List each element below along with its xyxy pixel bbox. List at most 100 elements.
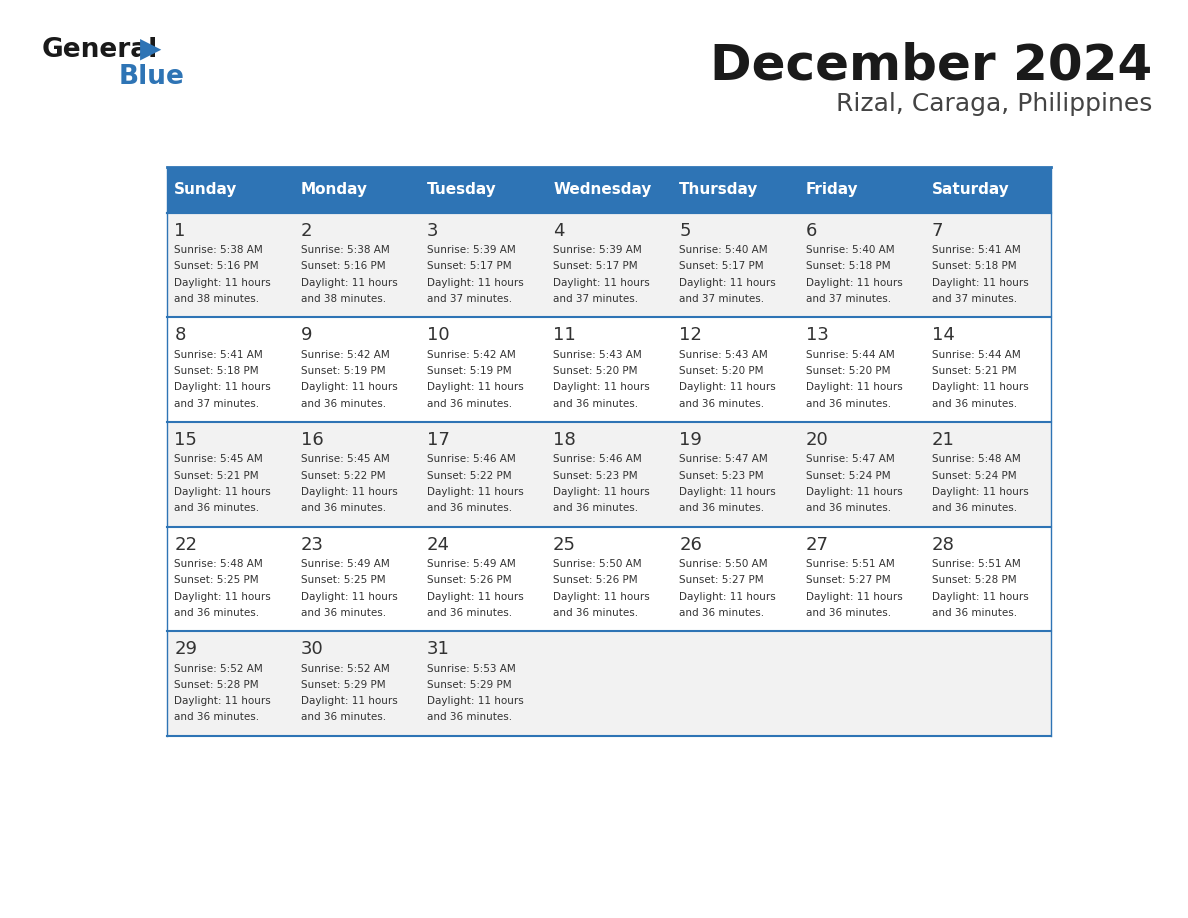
Text: and 37 minutes.: and 37 minutes. (175, 398, 259, 409)
Text: Daylight: 11 hours: Daylight: 11 hours (175, 591, 271, 601)
Text: Sunset: 5:26 PM: Sunset: 5:26 PM (426, 576, 512, 586)
Text: Sunrise: 5:49 AM: Sunrise: 5:49 AM (301, 559, 390, 569)
Text: Daylight: 11 hours: Daylight: 11 hours (805, 277, 903, 287)
Text: Blue: Blue (119, 64, 184, 90)
Text: and 37 minutes.: and 37 minutes. (805, 294, 891, 304)
Text: Daylight: 11 hours: Daylight: 11 hours (680, 277, 776, 287)
Bar (419, 318, 545, 422)
Text: Daylight: 11 hours: Daylight: 11 hours (931, 591, 1029, 601)
Bar (672, 631, 798, 735)
Text: and 37 minutes.: and 37 minutes. (426, 294, 512, 304)
Text: 6: 6 (805, 222, 817, 240)
Bar (166, 527, 293, 631)
Text: Sunset: 5:22 PM: Sunset: 5:22 PM (426, 471, 512, 481)
Text: Daylight: 11 hours: Daylight: 11 hours (175, 382, 271, 392)
Bar (293, 318, 419, 422)
Text: 25: 25 (554, 536, 576, 554)
Text: and 36 minutes.: and 36 minutes. (554, 398, 638, 409)
Text: 15: 15 (175, 431, 197, 449)
Bar (924, 213, 1051, 318)
Text: Sunset: 5:28 PM: Sunset: 5:28 PM (175, 680, 259, 690)
Text: and 36 minutes.: and 36 minutes. (931, 398, 1017, 409)
Bar (672, 213, 798, 318)
Text: Sunset: 5:23 PM: Sunset: 5:23 PM (680, 471, 764, 481)
Text: and 36 minutes.: and 36 minutes. (426, 712, 512, 722)
Text: and 36 minutes.: and 36 minutes. (426, 503, 512, 513)
Text: Sunrise: 5:43 AM: Sunrise: 5:43 AM (680, 350, 769, 360)
Text: Sunset: 5:18 PM: Sunset: 5:18 PM (931, 262, 1017, 272)
Text: and 37 minutes.: and 37 minutes. (554, 294, 638, 304)
Bar (419, 167, 545, 213)
Text: Sunset: 5:25 PM: Sunset: 5:25 PM (175, 576, 259, 586)
Text: Sunrise: 5:38 AM: Sunrise: 5:38 AM (175, 245, 263, 255)
Text: Sunset: 5:17 PM: Sunset: 5:17 PM (554, 262, 638, 272)
Text: and 36 minutes.: and 36 minutes. (301, 503, 386, 513)
Text: 10: 10 (426, 327, 449, 344)
Text: 8: 8 (175, 327, 185, 344)
Text: Sunrise: 5:46 AM: Sunrise: 5:46 AM (426, 454, 516, 465)
Text: Sunday: Sunday (175, 182, 238, 197)
Text: Sunset: 5:29 PM: Sunset: 5:29 PM (426, 680, 512, 690)
Text: Friday: Friday (805, 182, 858, 197)
Text: Daylight: 11 hours: Daylight: 11 hours (301, 277, 397, 287)
Text: Sunrise: 5:39 AM: Sunrise: 5:39 AM (426, 245, 516, 255)
Text: Daylight: 11 hours: Daylight: 11 hours (554, 487, 650, 497)
Text: Daylight: 11 hours: Daylight: 11 hours (680, 382, 776, 392)
Text: Sunset: 5:29 PM: Sunset: 5:29 PM (301, 680, 385, 690)
Text: Sunrise: 5:41 AM: Sunrise: 5:41 AM (175, 350, 263, 360)
Bar (166, 318, 293, 422)
Text: Sunset: 5:26 PM: Sunset: 5:26 PM (554, 576, 638, 586)
Text: 13: 13 (805, 327, 828, 344)
Bar (293, 631, 419, 735)
Text: Sunset: 5:24 PM: Sunset: 5:24 PM (931, 471, 1017, 481)
Bar (545, 167, 672, 213)
Text: 31: 31 (426, 641, 450, 658)
Text: 22: 22 (175, 536, 197, 554)
Text: Sunset: 5:27 PM: Sunset: 5:27 PM (680, 576, 764, 586)
Text: Thursday: Thursday (680, 182, 759, 197)
Text: Sunset: 5:25 PM: Sunset: 5:25 PM (301, 576, 385, 586)
Text: 20: 20 (805, 431, 828, 449)
Text: 11: 11 (554, 327, 576, 344)
Text: 16: 16 (301, 431, 323, 449)
Text: Daylight: 11 hours: Daylight: 11 hours (301, 382, 397, 392)
Bar (166, 631, 293, 735)
Text: Daylight: 11 hours: Daylight: 11 hours (680, 591, 776, 601)
Text: 14: 14 (931, 327, 955, 344)
Bar (419, 422, 545, 527)
Text: Sunset: 5:19 PM: Sunset: 5:19 PM (426, 366, 512, 376)
Text: Sunrise: 5:48 AM: Sunrise: 5:48 AM (175, 559, 263, 569)
Text: 24: 24 (426, 536, 450, 554)
Text: Daylight: 11 hours: Daylight: 11 hours (426, 487, 524, 497)
Text: Daylight: 11 hours: Daylight: 11 hours (426, 382, 524, 392)
Bar (924, 527, 1051, 631)
Text: Tuesday: Tuesday (426, 182, 497, 197)
Text: and 37 minutes.: and 37 minutes. (680, 294, 764, 304)
Text: Sunrise: 5:42 AM: Sunrise: 5:42 AM (426, 350, 516, 360)
Text: Daylight: 11 hours: Daylight: 11 hours (175, 696, 271, 706)
Text: and 36 minutes.: and 36 minutes. (931, 503, 1017, 513)
Text: and 36 minutes.: and 36 minutes. (426, 398, 512, 409)
Text: Sunset: 5:21 PM: Sunset: 5:21 PM (931, 366, 1017, 376)
Text: Sunrise: 5:52 AM: Sunrise: 5:52 AM (301, 664, 390, 674)
Text: Sunset: 5:28 PM: Sunset: 5:28 PM (931, 576, 1017, 586)
Bar (419, 527, 545, 631)
Text: Sunrise: 5:38 AM: Sunrise: 5:38 AM (301, 245, 390, 255)
Bar (419, 213, 545, 318)
Text: 3: 3 (426, 222, 438, 240)
Text: Sunrise: 5:45 AM: Sunrise: 5:45 AM (175, 454, 263, 465)
Text: Sunrise: 5:51 AM: Sunrise: 5:51 AM (805, 559, 895, 569)
Text: Sunset: 5:18 PM: Sunset: 5:18 PM (805, 262, 890, 272)
Text: 28: 28 (931, 536, 955, 554)
Text: 30: 30 (301, 641, 323, 658)
Text: Daylight: 11 hours: Daylight: 11 hours (680, 487, 776, 497)
Text: Sunset: 5:18 PM: Sunset: 5:18 PM (175, 366, 259, 376)
Text: and 36 minutes.: and 36 minutes. (175, 503, 259, 513)
Text: Sunset: 5:24 PM: Sunset: 5:24 PM (805, 471, 890, 481)
Bar (166, 167, 293, 213)
Text: Sunrise: 5:40 AM: Sunrise: 5:40 AM (680, 245, 767, 255)
Text: 23: 23 (301, 536, 323, 554)
Bar (672, 422, 798, 527)
Text: and 37 minutes.: and 37 minutes. (931, 294, 1017, 304)
Text: Sunrise: 5:51 AM: Sunrise: 5:51 AM (931, 559, 1020, 569)
